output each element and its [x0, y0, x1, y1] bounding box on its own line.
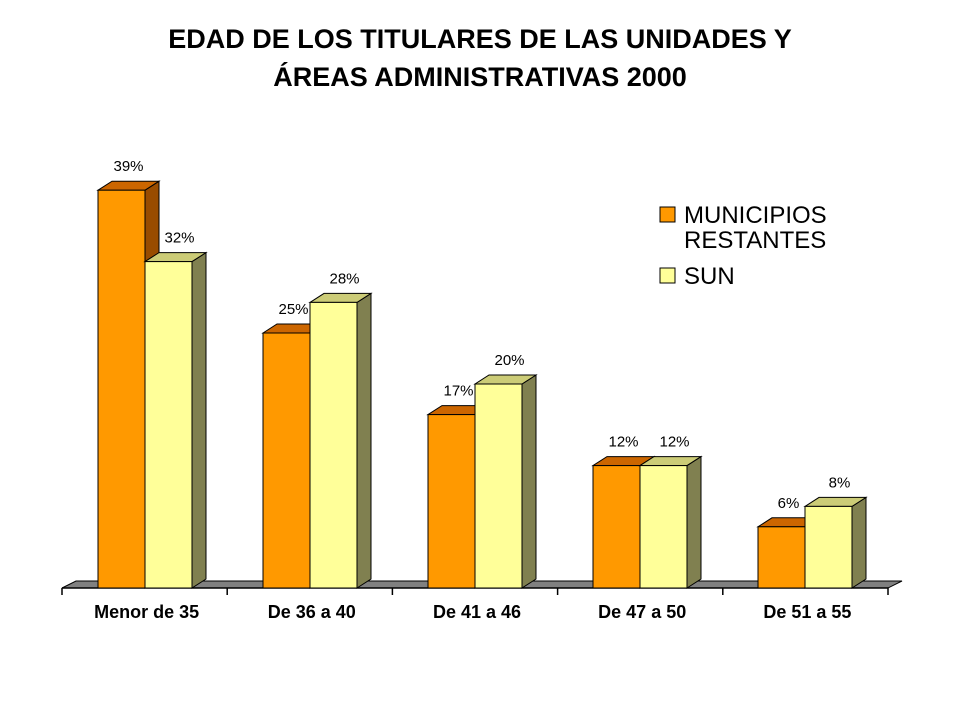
data-label: 8% [829, 474, 851, 491]
bar-sun [638, 455, 703, 589]
data-label: 32% [164, 230, 194, 247]
bar-sun [803, 496, 868, 589]
bar-side-face [686, 455, 702, 589]
legend-label: MUNICIPIOS [684, 202, 827, 229]
bar-front-face [757, 526, 806, 589]
bar-front-face [262, 332, 311, 589]
category-label: De 51 a 55 [763, 602, 851, 622]
bar-sun [473, 374, 538, 589]
category-label: De 41 a 46 [433, 602, 521, 622]
data-label: 28% [329, 270, 359, 287]
data-label: 12% [659, 434, 689, 451]
data-label: 39% [113, 158, 143, 175]
bar-sun [308, 292, 373, 589]
bars-group [96, 180, 868, 589]
category-labels-group: Menor de 35 De 36 a 40 De 41 a 46 De 47 a 5… [94, 602, 851, 622]
x-axis [61, 587, 889, 595]
chart-title-line-1: EDAD DE LOS TITULARES DE LAS UNIDADES Y [168, 24, 792, 54]
bar-front-face [309, 301, 358, 589]
chart-title-line-2: ÁREAS ADMINISTRATIVAS 2000 [273, 62, 687, 92]
bar-front-face [804, 505, 853, 589]
legend-label: SUN [684, 263, 735, 290]
bar-side-face [851, 496, 867, 589]
bar-front-face [592, 465, 641, 589]
category-label: Menor de 35 [94, 602, 199, 622]
data-label: 6% [778, 495, 800, 512]
bar-side-face [191, 251, 207, 589]
data-label: 17% [443, 383, 473, 400]
bar-front-face [639, 465, 688, 589]
bar-sun [143, 251, 208, 589]
category-label: De 47 a 50 [598, 602, 686, 622]
bar-front-face [97, 189, 146, 589]
chart-title: EDAD DE LOS TITULARES DE LAS UNIDADES Y … [0, 20, 960, 96]
bar-front-face [427, 414, 476, 589]
category-label: De 36 a 40 [268, 602, 356, 622]
data-label: 12% [608, 434, 638, 451]
legend-swatch-municipios-restantes [659, 206, 676, 223]
data-labels-group: 39% 32% 25% 28% 17% 20% 12% 12% 6% 8% [113, 158, 850, 512]
bar-front-face [144, 261, 193, 589]
data-label: 25% [278, 301, 308, 318]
legend-label: RESTANTES [684, 227, 826, 254]
bar-side-face [521, 374, 537, 589]
bar-side-face [356, 292, 372, 589]
bar-front-face [474, 383, 523, 589]
legend-swatch-sun [659, 267, 676, 284]
data-label: 20% [494, 352, 524, 369]
